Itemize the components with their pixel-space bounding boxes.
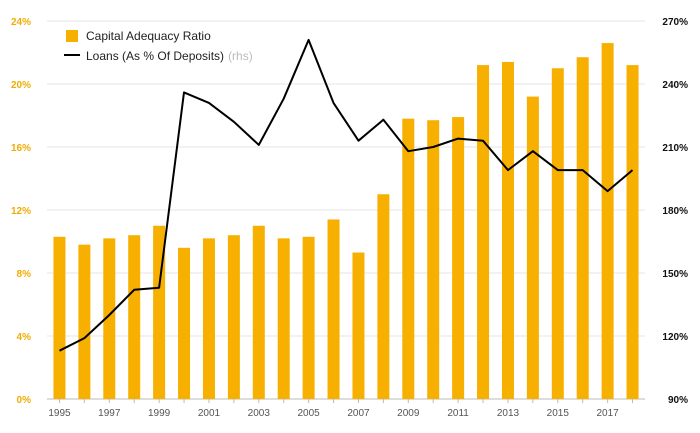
right-axis: 90% 120% 150% 180% 210% 240% 270% xyxy=(662,17,688,406)
x-tick-label: 2015 xyxy=(547,408,570,419)
bar xyxy=(477,65,490,399)
y-left-tick-label: 12% xyxy=(11,206,31,217)
y-left-tick-label: 16% xyxy=(11,143,31,154)
x-tick-label: 1997 xyxy=(98,408,121,419)
bar xyxy=(576,57,589,399)
y-left-tick-label: 20% xyxy=(11,80,31,91)
y-right-tick-label: 150% xyxy=(662,269,688,280)
bar xyxy=(501,61,514,399)
x-tick-label: 1995 xyxy=(48,408,71,419)
x-tick-label: 2001 xyxy=(198,408,221,419)
x-tick-label: 2013 xyxy=(497,408,520,419)
y-left-tick-label: 24% xyxy=(11,17,31,28)
bar xyxy=(327,219,340,399)
legend-label-line-name: Loans (As % Of Deposits) xyxy=(86,49,224,63)
legend-label-line-rhs: (rhs) xyxy=(228,49,253,63)
y-right-tick-label: 180% xyxy=(662,206,688,217)
bar xyxy=(452,117,465,399)
bar-series-capital-adequacy xyxy=(53,43,639,400)
bar xyxy=(252,225,265,399)
x-tick-label: 1999 xyxy=(148,408,171,419)
y-left-tick-label: 0% xyxy=(17,395,32,406)
bar xyxy=(427,120,440,399)
line-series-loans xyxy=(59,38,634,352)
bar xyxy=(202,238,215,399)
x-axis: 1995 1997 1999 2001 2003 2005 2007 2009 2011 2013… xyxy=(48,399,634,419)
y-left-tick-label: 8% xyxy=(17,269,32,280)
y-right-tick-label: 240% xyxy=(662,80,688,91)
y-right-tick-label: 90% xyxy=(668,395,688,406)
bar xyxy=(526,96,539,399)
y-right-tick-label: 120% xyxy=(662,332,688,343)
bar xyxy=(601,43,614,400)
bar xyxy=(402,118,415,400)
bar xyxy=(551,68,564,399)
x-tick-label: 2017 xyxy=(597,408,620,419)
bar xyxy=(626,65,639,399)
x-tick-label: 2009 xyxy=(397,408,420,419)
bar xyxy=(178,247,191,399)
legend-label-line: Loans (As % Of Deposits) (rhs) xyxy=(86,49,253,63)
bar xyxy=(53,236,66,399)
x-tick-label: 2007 xyxy=(347,408,370,419)
x-tick-label: 2011 xyxy=(447,408,469,419)
y-right-tick-label: 210% xyxy=(662,143,688,154)
gridlines xyxy=(47,20,645,400)
x-tick-label: 2005 xyxy=(298,408,321,419)
loans-line xyxy=(59,38,634,352)
y-left-tick-label: 4% xyxy=(17,332,32,343)
left-axis: 0% 4% 8% 12% 16% 20% 24% xyxy=(11,17,31,406)
bar xyxy=(103,238,116,399)
bar xyxy=(128,235,141,399)
bar xyxy=(352,252,365,399)
x-tick-label: 2003 xyxy=(248,408,271,419)
y-right-tick-label: 270% xyxy=(662,17,688,28)
bar xyxy=(377,194,390,399)
bar xyxy=(78,244,91,399)
bar xyxy=(227,235,240,399)
bar xyxy=(277,238,290,399)
legend-label-bar: Capital Adequacy Ratio xyxy=(86,29,211,43)
legend: Capital Adequacy Ratio Loans (As % Of De… xyxy=(64,29,253,63)
legend-swatch-bar xyxy=(66,30,78,42)
bar xyxy=(302,236,315,399)
